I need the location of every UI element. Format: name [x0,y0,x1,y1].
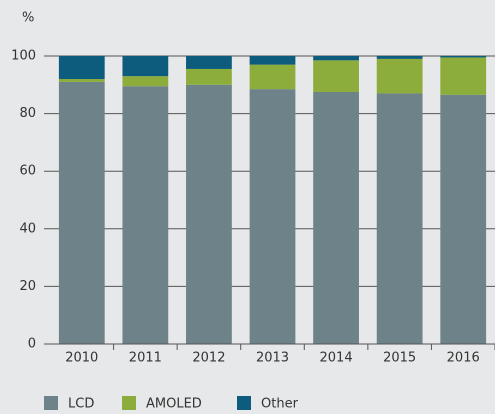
bar-segment [249,89,296,345]
x-tick-label: 2010 [65,351,98,366]
bar-segment [122,86,169,345]
y-axis-label: % [22,11,34,26]
y-tick-label: 0 [28,337,36,352]
legend-swatch [44,396,58,410]
bar-segment [186,84,232,345]
bar-segment [249,64,296,90]
bar-segment [376,56,423,59]
bar-segment [186,56,232,69]
y-tick-label: 60 [19,164,36,179]
bar-segment [313,60,359,92]
legend-label: Other [261,397,299,412]
x-tick-label: 2011 [129,351,162,366]
legend-label: LCD [68,397,94,412]
x-tick-label: 2014 [320,351,353,366]
legend-swatch [237,396,251,410]
bar-segment [58,56,105,80]
bar-segment [58,79,105,82]
bar-segment [440,56,487,58]
x-tick-label: 2012 [192,351,225,366]
x-tick-label: 2015 [383,351,416,366]
bar-segment [249,56,296,65]
bar-segment [186,68,232,85]
bar-segment [376,58,423,94]
legend-swatch [122,396,136,410]
bar-segment [313,92,359,344]
y-tick-label: 100 [11,49,36,64]
x-tick-label: 2016 [447,351,480,366]
x-tick-label: 2013 [256,351,289,366]
bar-segment [376,93,423,344]
bar-segment [440,57,487,95]
bar-segment [58,81,105,345]
bar-segment [313,56,359,61]
bar-segment [122,76,169,87]
bar-segment [440,94,487,344]
legend-label: AMOLED [146,397,202,412]
y-tick-label: 80 [19,106,36,121]
bar-segment [122,56,169,77]
y-tick-label: 40 [19,221,36,236]
y-tick-label: 20 [19,279,36,294]
